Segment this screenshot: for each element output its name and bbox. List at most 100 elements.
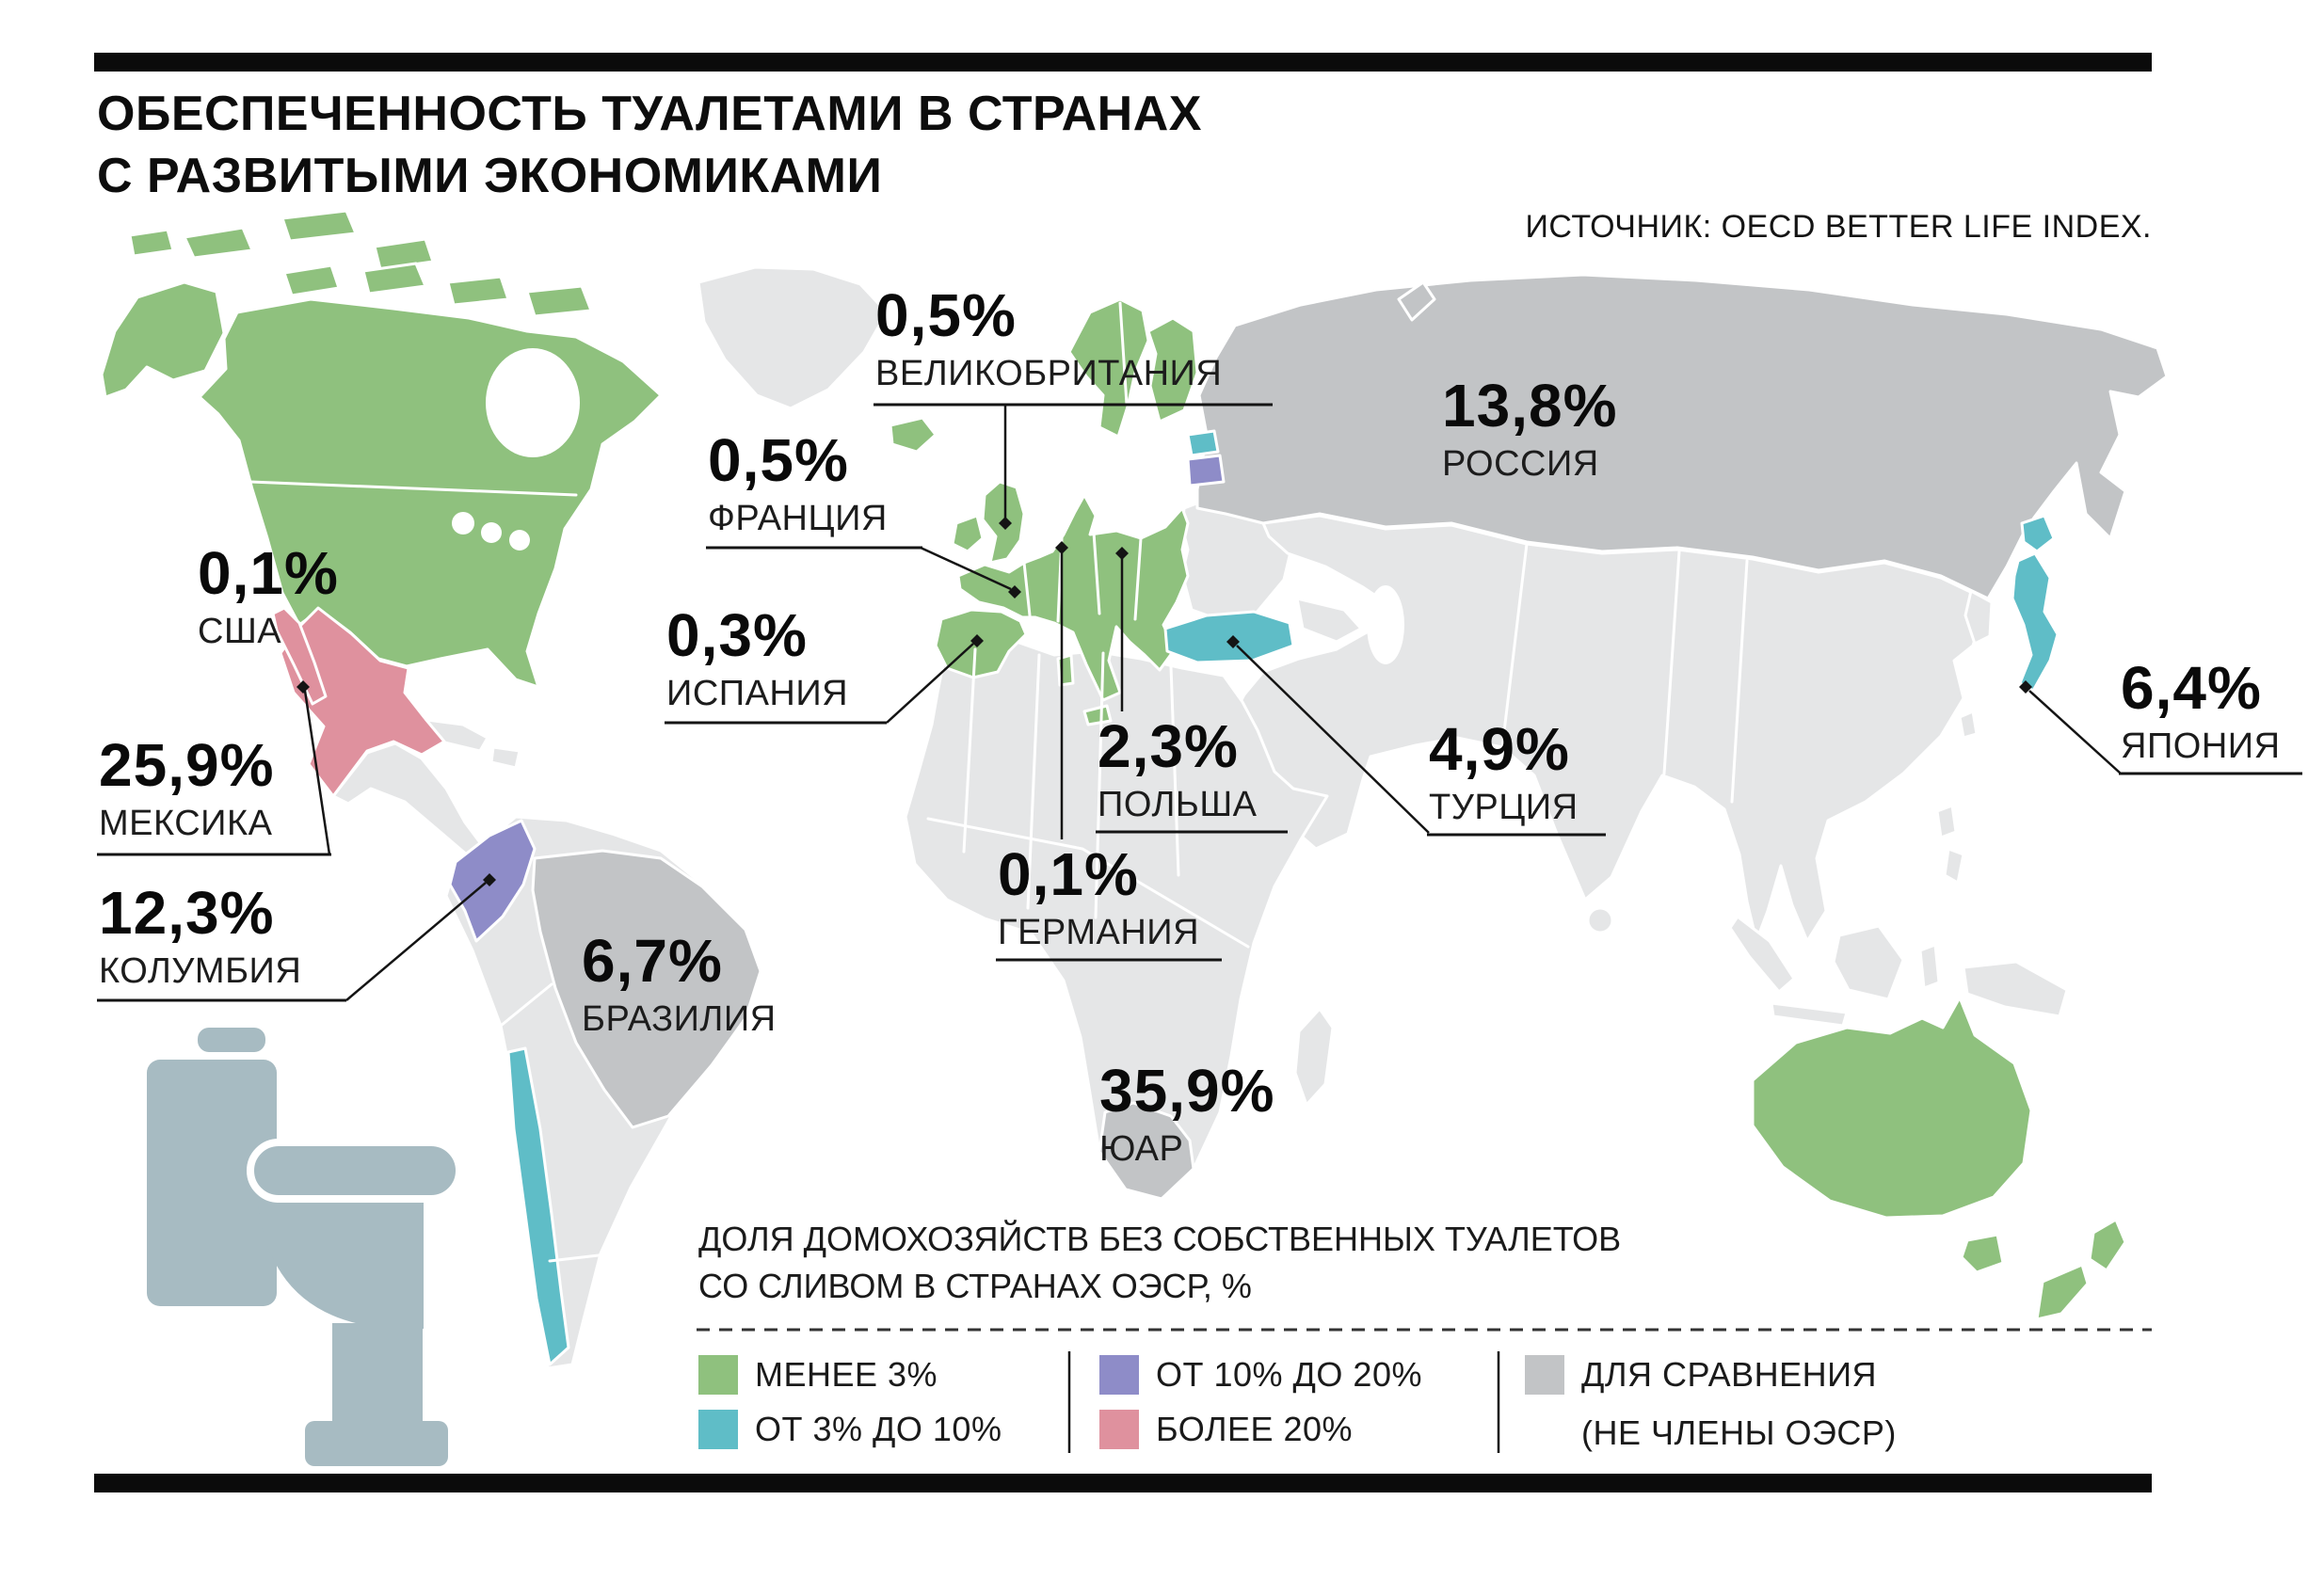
- legend-label-over-20: БОЛЕЕ 20%: [1156, 1410, 1354, 1448]
- island-philippines-2: [1943, 847, 1965, 885]
- name-turkey: ТУРЦИЯ: [1429, 788, 1579, 827]
- island-novaya-zemlya: [1397, 280, 1436, 322]
- country-greenland: [697, 265, 889, 410]
- arctic-island-3: [373, 237, 435, 271]
- island-sicily: [1082, 704, 1113, 726]
- country-turkey: [1163, 610, 1295, 664]
- value-germany: 0,1%: [998, 840, 1139, 908]
- indonesia-islands: [1728, 804, 2069, 1028]
- marker-spain: [970, 634, 984, 647]
- region-korea: [1963, 589, 1994, 646]
- value-usa: 0,1%: [198, 539, 339, 607]
- continent-asia: [1229, 514, 1990, 943]
- region-caucasus: [1295, 597, 1363, 644]
- border-scandinavia: [1118, 301, 1129, 407]
- region-baja-california: [271, 606, 328, 706]
- label-underlines: [97, 403, 2302, 1002]
- marker-uk: [999, 517, 1012, 530]
- label-russia: 13,8% РОССИЯ: [1442, 375, 1617, 486]
- region-latvia-lithuania: [1186, 454, 1226, 487]
- country-australia: [1751, 996, 2033, 1220]
- border-africa-2: [1026, 653, 1041, 910]
- island-sumatra: [1728, 915, 1796, 994]
- toilet-seat: [247, 1139, 463, 1203]
- value-mexico: 25,9%: [99, 731, 275, 799]
- arctic-island-4: [282, 263, 341, 297]
- teal-countries: [506, 429, 2060, 1366]
- island-tasmania: [1960, 1233, 2005, 1274]
- country-chile: [506, 1046, 570, 1366]
- comparison-countries: [531, 273, 2169, 1201]
- legend-caption-line-2: СО СЛИВОМ В СТРАНАХ ОЭСР, %: [698, 1267, 1252, 1305]
- border-europe-3: [1092, 531, 1101, 615]
- name-mexico: МЕКСИКА: [99, 804, 273, 843]
- great-lake-1: [452, 512, 474, 535]
- marker-colombia: [483, 873, 496, 886]
- arctic-island-1: [183, 226, 254, 260]
- toilet-base: [305, 1421, 448, 1466]
- page-title: ОБЕСПЕЧЕННОСТЬ ТУАЛЕТАМИ В СТРАНАХ С РАЗ…: [97, 83, 1202, 207]
- toilet-tank: [147, 1060, 277, 1306]
- island-sri-lanka: [1586, 906, 1614, 934]
- leader-lines: [303, 405, 2122, 1001]
- label-brazil: 6,7% БРАЗИЛИЯ: [582, 930, 777, 1041]
- value-turkey: 4,9%: [1429, 715, 1570, 783]
- border-africa-5: [926, 817, 1250, 949]
- value-france: 0,5%: [708, 426, 849, 494]
- legend-caption: ДОЛЯ ДОМОХОЗЯЙСТВ БЕЗ СОБСТВЕННЫХ ТУАЛЕТ…: [698, 1216, 1621, 1310]
- legend-item-3-to-10: ОТ 3% ДО 10%: [698, 1410, 1002, 1449]
- legend-rules: [697, 1328, 2152, 1453]
- region-europe-mainland: [956, 493, 1190, 702]
- legend-swatch-green: [698, 1355, 738, 1395]
- marker-france: [1008, 585, 1021, 598]
- name-brazil: БРАЗИЛИЯ: [582, 999, 777, 1039]
- pink-countries: [271, 606, 446, 798]
- value-brazil: 6,7%: [582, 927, 723, 995]
- country-finland: [1146, 316, 1199, 423]
- border-south-america-1: [499, 982, 553, 1028]
- name-japan: ЯПОНИЯ: [2121, 726, 2281, 766]
- label-usa: 0,1% США: [198, 542, 339, 653]
- leader-mexico: [303, 690, 331, 855]
- leader-france: [920, 546, 1012, 591]
- label-germany: 0,1% ГЕРМАНИЯ: [998, 843, 1199, 954]
- value-colombia: 12,3%: [99, 879, 275, 947]
- name-spain: ИСПАНИЯ: [666, 674, 849, 713]
- legend-label-less-3: МЕНЕЕ 3%: [755, 1355, 938, 1394]
- water-and-borders: [248, 301, 1749, 1263]
- arctic-island-6: [446, 275, 510, 307]
- label-spain: 0,3% ИСПАНИЯ: [666, 604, 848, 715]
- name-usa: США: [198, 612, 282, 651]
- toilet-icon: [147, 1028, 463, 1466]
- great-lake-3: [509, 530, 530, 551]
- country-markers: [297, 517, 2032, 886]
- border-asia-1: [1500, 542, 1529, 749]
- great-lake-2: [481, 522, 502, 543]
- name-colombia: КОЛУМБИЯ: [99, 951, 302, 991]
- arctic-island-5: [361, 262, 427, 295]
- name-france: ФРАНЦИЯ: [708, 499, 888, 538]
- arctic-island-8: [128, 228, 175, 258]
- toilet-bowl: [258, 1203, 424, 1329]
- japan-hokkaido: [2020, 514, 2056, 553]
- region-alaska: [100, 280, 226, 399]
- legend-swatch-gray: [1525, 1355, 1564, 1395]
- legend-item-over-20: БОЛЕЕ 20%: [1099, 1410, 1353, 1449]
- label-japan: 6,4% ЯПОНИЯ: [2121, 657, 2281, 768]
- marker-turkey: [1226, 635, 1240, 648]
- name-russia: РОССИЯ: [1442, 444, 1599, 484]
- country-ireland: [951, 514, 985, 553]
- marker-poland: [1115, 547, 1129, 560]
- japan-honshu-kyushu: [2011, 551, 2060, 693]
- region-norway-sweden: [1067, 297, 1150, 439]
- island-taiwan: [1958, 710, 1979, 740]
- border-europe-1: [1022, 561, 1032, 617]
- country-russia: [1195, 273, 2169, 600]
- label-poland: 2,3% ПОЛЬША: [1098, 715, 1258, 826]
- value-japan: 6,4%: [2121, 654, 2262, 722]
- legend-label-3-to-10: ОТ 3% ДО 10%: [755, 1410, 1002, 1448]
- value-uk: 0,5%: [875, 281, 1017, 349]
- source-note: ИСТОЧНИК: OECD BETTER LIFE INDEX.: [1525, 209, 2152, 245]
